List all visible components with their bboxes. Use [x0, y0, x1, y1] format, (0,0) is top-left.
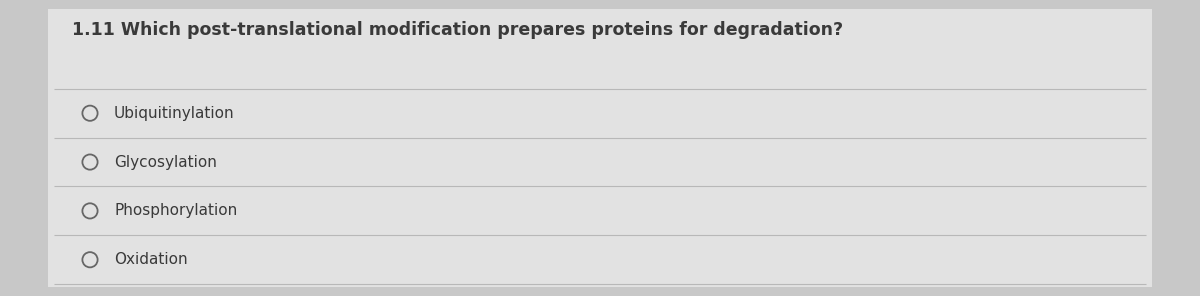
Point	[80, 111, 100, 116]
Point	[80, 257, 100, 262]
Text: Phosphorylation: Phosphorylation	[114, 203, 238, 218]
Text: Ubiquitinylation: Ubiquitinylation	[114, 106, 235, 121]
Point	[80, 160, 100, 165]
Text: Glycosylation: Glycosylation	[114, 155, 217, 170]
Text: Oxidation: Oxidation	[114, 252, 187, 267]
FancyBboxPatch shape	[48, 9, 1152, 287]
Text: 1.11 Which post-translational modification prepares proteins for degradation?: 1.11 Which post-translational modificati…	[72, 21, 844, 39]
Point	[80, 208, 100, 213]
